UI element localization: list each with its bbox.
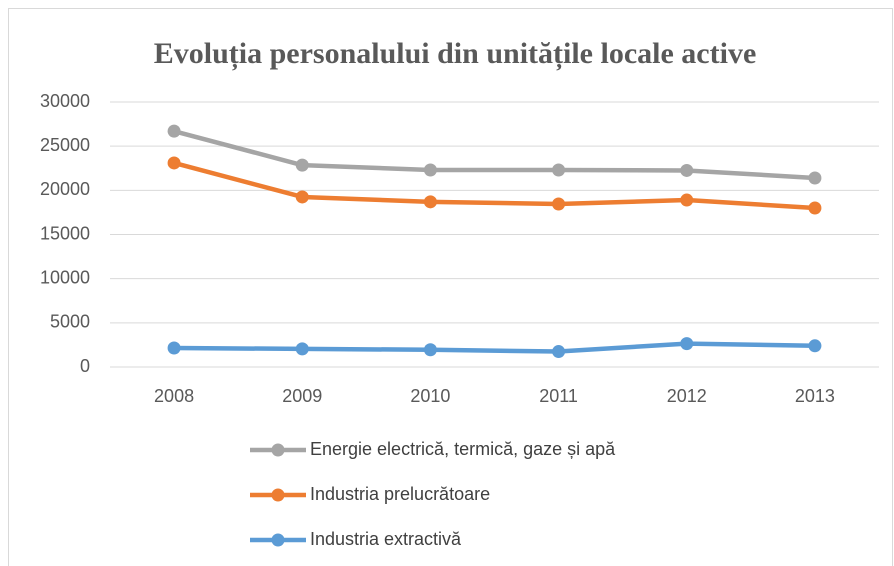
data-point	[295, 190, 309, 204]
y-tick-label: 10000	[40, 267, 90, 287]
series-line	[171, 160, 818, 211]
y-tick-label: 20000	[40, 179, 90, 199]
data-point	[423, 163, 437, 177]
y-tick-label: 25000	[40, 135, 90, 155]
data-point	[680, 163, 694, 177]
data-point	[808, 171, 822, 185]
data-point	[808, 201, 822, 215]
y-tick-label: 15000	[40, 223, 90, 243]
x-tick-label: 2012	[667, 386, 707, 406]
legend-marker	[271, 443, 285, 457]
legend-marker	[271, 533, 285, 547]
chart-title: Evoluția personalului din unitățile loca…	[154, 37, 757, 71]
data-point	[680, 193, 694, 207]
y-tick-label: 0	[80, 356, 90, 376]
series-line	[171, 128, 818, 181]
data-point	[552, 345, 566, 359]
x-tick-label: 2011	[539, 386, 578, 406]
data-point	[423, 343, 437, 357]
data-point	[423, 195, 437, 209]
data-point	[295, 342, 309, 356]
data-point	[808, 339, 822, 353]
x-tick-label: 2008	[154, 386, 194, 406]
legend-marker	[271, 488, 285, 502]
data-point	[552, 197, 566, 211]
x-tick-label: 2010	[410, 386, 450, 406]
legend-label: Industria prelucrătoare	[310, 484, 490, 504]
x-tick-label: 2013	[795, 386, 835, 406]
chart-border	[8, 8, 893, 566]
series-line	[171, 341, 818, 354]
y-tick-label: 5000	[50, 312, 90, 332]
x-tick-label: 2009	[282, 386, 322, 406]
data-point	[295, 158, 309, 172]
legend-label: Industria extractivă	[310, 529, 462, 549]
data-point	[167, 124, 181, 138]
data-point	[680, 337, 694, 351]
data-point	[167, 341, 181, 355]
y-tick-label: 30000	[40, 91, 90, 111]
data-point	[167, 156, 181, 170]
legend-label: Energie electrică, termică, gaze și apă	[310, 439, 616, 459]
data-point	[552, 163, 566, 177]
